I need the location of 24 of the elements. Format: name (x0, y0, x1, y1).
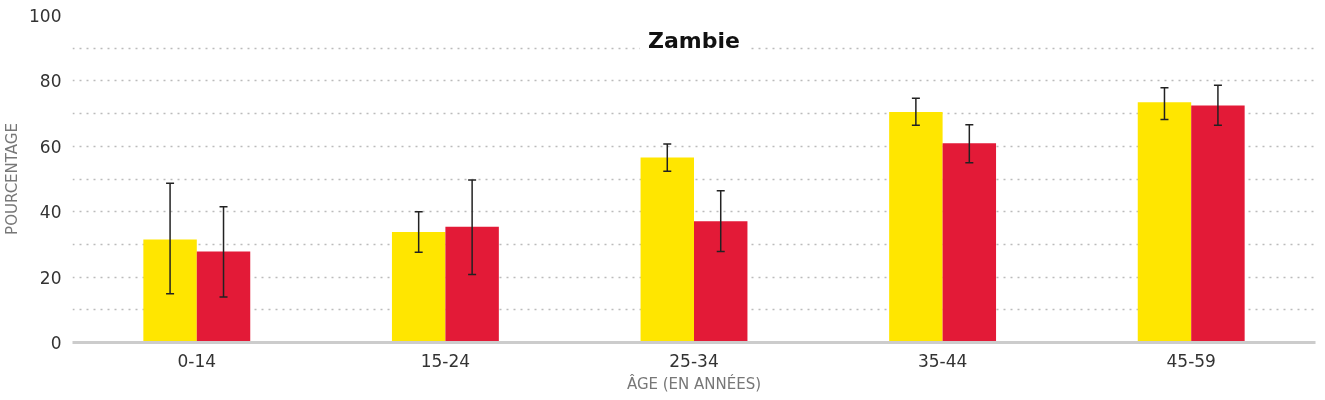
y-tick-label: 40 (39, 202, 62, 223)
bar (694, 221, 748, 343)
bar (391, 231, 446, 343)
bar (942, 143, 997, 343)
bar (889, 111, 943, 343)
y-tick-label: 20 (39, 267, 62, 288)
x-tick-label: 45-59 (1166, 350, 1216, 371)
bar (143, 239, 197, 343)
bar (640, 157, 694, 343)
y-tick-label: 0 (50, 333, 62, 353)
bar (445, 226, 499, 343)
x-tick-label: 35-44 (917, 350, 968, 371)
bar (196, 251, 251, 343)
y-axis-title: POURCENTAGE (3, 123, 22, 235)
bar (1137, 102, 1192, 343)
x-tick-label: 15-24 (420, 350, 471, 371)
text: Zambie (648, 27, 740, 53)
x-tick-label: 0-14 (177, 350, 217, 371)
bar (1191, 105, 1245, 343)
x-axis-title: ÂGE (EN ANNÉES) (626, 373, 762, 393)
y-tick-label: 60 (39, 136, 62, 157)
x-tick-label: 25-34 (669, 350, 719, 371)
y-tick-label: 100 (29, 6, 62, 26)
y-tick-label: 80 (39, 71, 62, 92)
